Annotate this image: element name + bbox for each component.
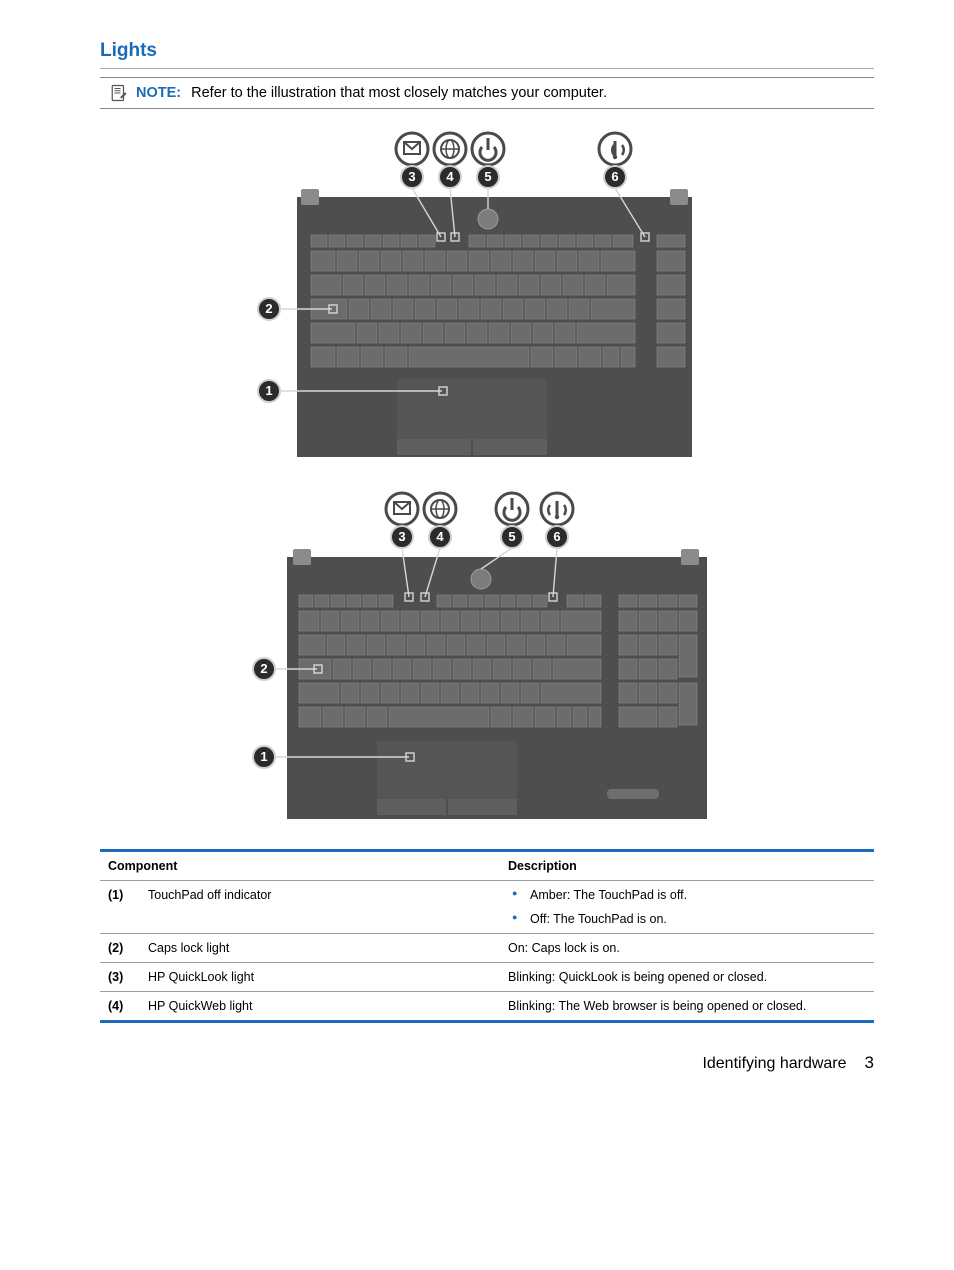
- desc-list-item: Amber: The TouchPad is off.: [508, 888, 866, 902]
- footer-label: Identifying hardware: [702, 1055, 846, 1073]
- svg-text:5: 5: [508, 529, 515, 544]
- svg-text:6: 6: [611, 169, 618, 184]
- th-description: Description: [500, 851, 874, 881]
- table-row: (4)HP QuickWeb lightBlinking: The Web br…: [100, 992, 874, 1022]
- row-num: (4): [100, 992, 140, 1022]
- svg-text:1: 1: [265, 383, 272, 398]
- footer-page: 3: [865, 1053, 874, 1073]
- page-footer: Identifying hardware 3: [100, 1053, 874, 1073]
- row-desc: Blinking: QuickLook is being opened or c…: [500, 963, 874, 992]
- note-label: NOTE:: [136, 85, 181, 101]
- row-name: TouchPad off indicator: [140, 881, 500, 934]
- section-rule: [100, 68, 874, 69]
- row-desc: Amber: The TouchPad is off. Off: The Touc…: [500, 881, 874, 934]
- th-component: Component: [100, 851, 500, 881]
- svg-text:5: 5: [484, 169, 491, 184]
- section-title: Lights: [100, 40, 874, 62]
- desc-list: Amber: The TouchPad is off. Off: The Touc…: [508, 888, 866, 926]
- svg-text:2: 2: [260, 661, 267, 676]
- table-row: (1)TouchPad off indicatorAmber: The Touc…: [100, 881, 874, 934]
- row-desc: On: Caps lock is on.: [500, 934, 874, 963]
- row-num: (3): [100, 963, 140, 992]
- svg-text:3: 3: [408, 169, 415, 184]
- svg-text:2: 2: [265, 301, 272, 316]
- row-name: HP QuickWeb light: [140, 992, 500, 1022]
- row-desc: Blinking: The Web browser is being opene…: [500, 992, 874, 1022]
- note-text: Refer to the illustration that most clos…: [191, 85, 607, 101]
- svg-text:1: 1: [260, 749, 267, 764]
- svg-text:4: 4: [446, 169, 454, 184]
- note-box: NOTE: Refer to the illustration that mos…: [100, 77, 874, 109]
- table-row: (3)HP QuickLook lightBlinking: QuickLook…: [100, 963, 874, 992]
- row-name: Caps lock light: [140, 934, 500, 963]
- row-num: (1): [100, 881, 140, 934]
- illustration-bottom: 3 4 5 6 2: [237, 487, 737, 827]
- row-name: HP QuickLook light: [140, 963, 500, 992]
- components-table: Component Description (1)TouchPad off in…: [100, 849, 874, 1023]
- note-icon: [110, 84, 128, 102]
- desc-list-item: Off: The TouchPad is on.: [508, 912, 866, 926]
- svg-text:4: 4: [436, 529, 444, 544]
- row-num: (2): [100, 934, 140, 963]
- note-text-wrap: NOTE: Refer to the illustration that mos…: [136, 85, 607, 101]
- illustrations: 3 4 5 6: [100, 127, 874, 827]
- illustration-top: 3 4 5 6: [237, 127, 737, 467]
- svg-text:6: 6: [553, 529, 560, 544]
- table-row: (2)Caps lock lightOn: Caps lock is on.: [100, 934, 874, 963]
- svg-text:3: 3: [398, 529, 405, 544]
